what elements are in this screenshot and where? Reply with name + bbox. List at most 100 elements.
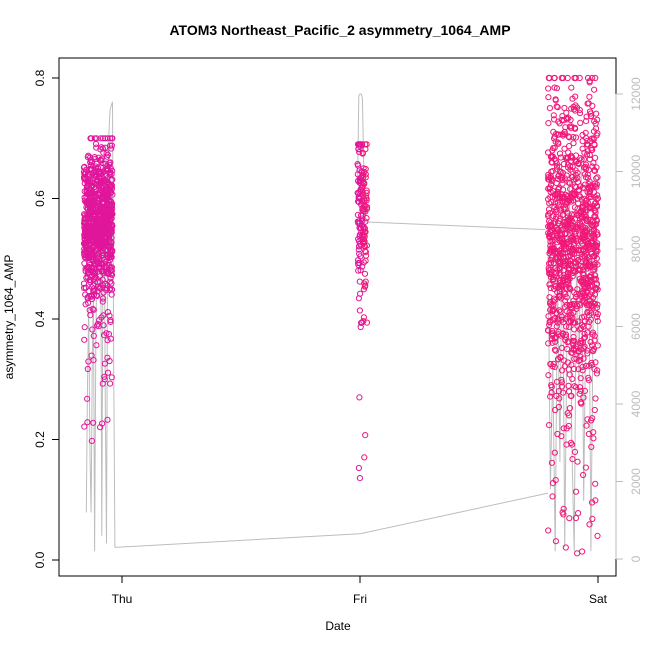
data-point xyxy=(579,548,586,555)
data-point xyxy=(566,412,573,419)
data-point xyxy=(568,154,576,161)
data-point xyxy=(570,106,578,113)
data-point xyxy=(578,224,585,231)
data-point xyxy=(85,358,92,365)
data-point xyxy=(566,134,573,141)
data-point xyxy=(562,201,570,208)
data-point xyxy=(592,395,599,402)
data-point xyxy=(580,156,588,163)
data-point xyxy=(87,312,94,319)
altitude-line-connector xyxy=(359,492,549,535)
data-point xyxy=(568,105,575,112)
data-point xyxy=(359,263,366,270)
data-point xyxy=(546,422,553,429)
data-point xyxy=(578,337,585,344)
data-point xyxy=(558,313,566,320)
data-point xyxy=(591,235,598,243)
data-point xyxy=(356,231,363,238)
data-point xyxy=(581,317,589,325)
data-point xyxy=(589,415,596,422)
data-point xyxy=(561,145,568,152)
data-point xyxy=(93,135,100,142)
data-point xyxy=(104,309,112,316)
data-point xyxy=(81,180,88,187)
data-point xyxy=(555,292,563,299)
data-point xyxy=(360,223,367,230)
data-point xyxy=(83,241,90,248)
data-point xyxy=(362,282,369,289)
data-point xyxy=(570,333,577,341)
data-point xyxy=(579,367,586,374)
data-point xyxy=(355,464,362,472)
data-point xyxy=(593,196,600,203)
data-point xyxy=(555,172,563,179)
data-point xyxy=(544,327,552,334)
data-point xyxy=(85,227,92,234)
data-point xyxy=(592,74,599,82)
data-point xyxy=(360,314,367,321)
data-point xyxy=(545,212,552,220)
data-point xyxy=(361,270,369,277)
data-point xyxy=(566,312,574,319)
data-point xyxy=(559,367,566,374)
data-point xyxy=(549,363,556,370)
data-point xyxy=(590,429,597,436)
data-point xyxy=(572,343,579,350)
data-point xyxy=(583,118,590,125)
data-point xyxy=(566,515,573,522)
data-point xyxy=(87,157,95,164)
data-point xyxy=(591,337,598,344)
data-point xyxy=(582,129,589,136)
data-point xyxy=(592,260,599,267)
data-point xyxy=(94,198,101,205)
data-point xyxy=(569,375,576,382)
y-tick-label: 0.6 xyxy=(33,190,47,207)
data-point xyxy=(547,188,554,195)
data-point xyxy=(578,339,585,347)
data-point xyxy=(355,261,362,269)
data-point xyxy=(559,383,566,390)
data-point xyxy=(581,164,588,171)
data-point xyxy=(589,102,596,110)
data-point xyxy=(552,338,559,345)
data-point xyxy=(560,258,567,265)
data-point xyxy=(362,257,369,264)
data-point xyxy=(592,272,599,279)
data-point xyxy=(590,345,598,352)
data-point xyxy=(81,223,88,230)
data-point xyxy=(576,110,584,117)
data-point xyxy=(587,291,594,298)
data-point xyxy=(108,207,115,214)
data-point xyxy=(548,153,555,160)
data-point xyxy=(95,253,103,260)
data-point xyxy=(575,265,582,272)
data-point xyxy=(570,191,577,198)
data-point xyxy=(577,375,584,382)
data-point xyxy=(81,254,89,261)
data-point xyxy=(584,100,591,107)
data-point xyxy=(565,280,572,287)
data-point xyxy=(546,270,553,277)
data-point xyxy=(90,271,97,278)
data-point xyxy=(81,336,88,343)
data-point xyxy=(108,291,115,298)
data-point xyxy=(356,149,363,156)
data-point xyxy=(578,278,585,286)
data-point xyxy=(85,152,92,159)
data-point xyxy=(563,425,570,432)
data-point xyxy=(101,332,108,339)
data-point xyxy=(91,135,98,142)
data-point xyxy=(100,295,107,302)
data-point xyxy=(91,172,98,179)
data-point xyxy=(107,142,114,149)
data-point xyxy=(357,224,364,231)
data-point xyxy=(545,527,552,534)
data-point xyxy=(99,214,106,221)
data-point xyxy=(570,309,577,316)
data-point xyxy=(109,176,116,183)
data-point xyxy=(103,165,110,173)
data-point xyxy=(593,242,600,249)
data-point xyxy=(553,323,560,330)
data-point xyxy=(355,246,362,253)
